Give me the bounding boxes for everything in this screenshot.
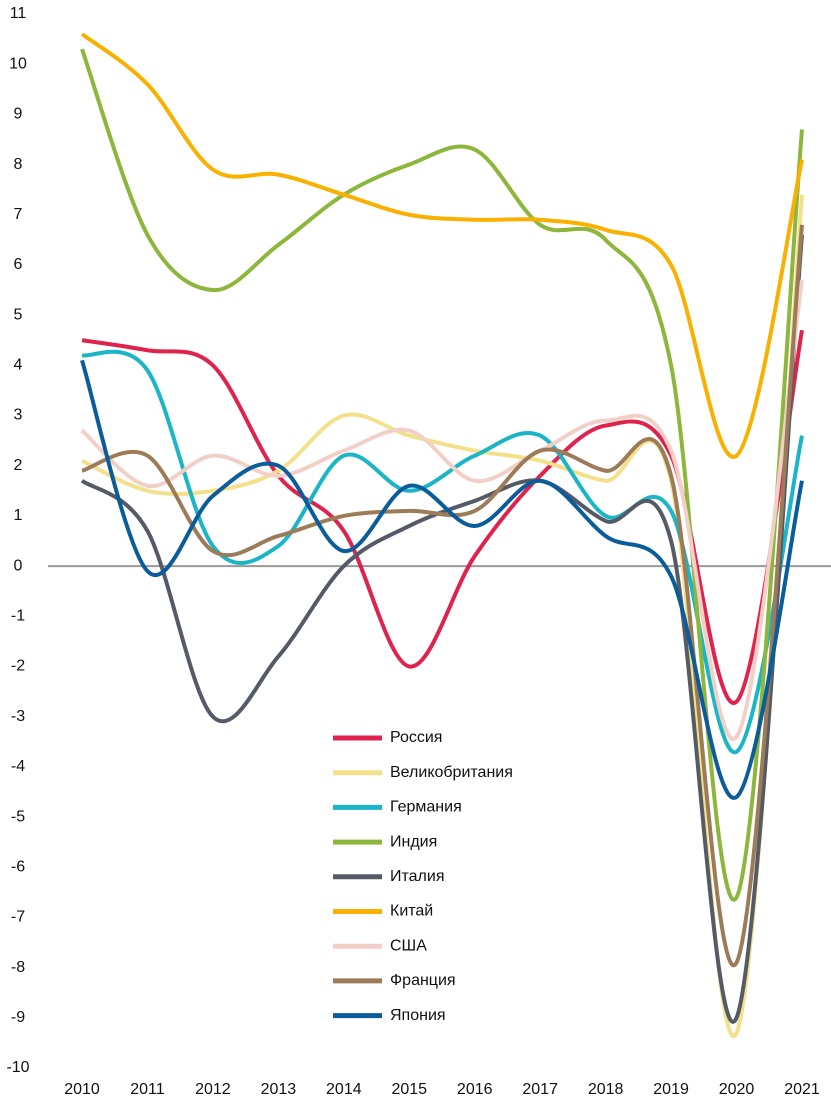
x-tick-label: 2011 [130, 1081, 165, 1098]
series-line [80, 279, 804, 741]
legend-label: Германия [390, 799, 462, 816]
legend-label: Китай [390, 903, 433, 920]
x-tick-label: 2012 [195, 1081, 231, 1098]
y-tick-label: 5 [14, 306, 23, 323]
y-tick-label: 8 [14, 156, 23, 173]
y-tick-label: 7 [14, 206, 23, 223]
x-tick-label: 2017 [522, 1081, 558, 1098]
y-tick-label: 0 [14, 557, 23, 574]
series-line [81, 224, 804, 968]
legend-label: Великобритания [390, 764, 513, 781]
series-line [81, 349, 804, 754]
y-tick-label: -10 [6, 1059, 29, 1076]
x-tick-label: 2018 [588, 1081, 624, 1098]
series-line [80, 359, 804, 800]
legend-label: Россия [390, 729, 442, 746]
x-tick-label: 2016 [457, 1081, 493, 1098]
y-tick-label: -5 [11, 808, 25, 825]
y-tick-label: 4 [14, 357, 23, 374]
series-line [80, 32, 804, 459]
y-tick-label: 1 [14, 507, 23, 524]
legend-label: Япония [390, 1007, 446, 1024]
series-line [81, 329, 804, 705]
y-tick-label: -1 [11, 608, 25, 625]
y-tick-label: -6 [11, 858, 25, 875]
legend-label: Италия [390, 868, 444, 885]
y-tick-label: 11 [10, 5, 27, 22]
y-tick-label: -2 [11, 658, 25, 675]
x-tick-label: 2021 [784, 1081, 820, 1098]
y-tick-label: -4 [11, 758, 25, 775]
y-tick-label: 2 [14, 457, 23, 474]
y-tick-label: 6 [14, 256, 23, 273]
x-tick-label: 2010 [64, 1081, 100, 1098]
legend-label: Индия [390, 833, 437, 850]
x-tick-label: 2019 [653, 1081, 689, 1098]
y-tick-label: -7 [11, 909, 25, 926]
legend-label: Франция [390, 972, 456, 989]
series-line [81, 194, 804, 1038]
y-tick-label: -8 [11, 959, 25, 976]
y-tick-label: 3 [14, 407, 23, 424]
x-tick-label: 2014 [326, 1081, 362, 1098]
y-tick-label: -9 [11, 1009, 25, 1026]
x-tick-label: 2013 [261, 1081, 297, 1098]
x-tick-label: 2015 [391, 1081, 427, 1098]
x-tick-label: 2020 [719, 1081, 755, 1098]
y-tick-label: -3 [11, 708, 25, 725]
y-tick-label: 10 [9, 55, 27, 72]
legend-label: США [390, 937, 427, 954]
y-tick-label: 9 [14, 106, 23, 123]
